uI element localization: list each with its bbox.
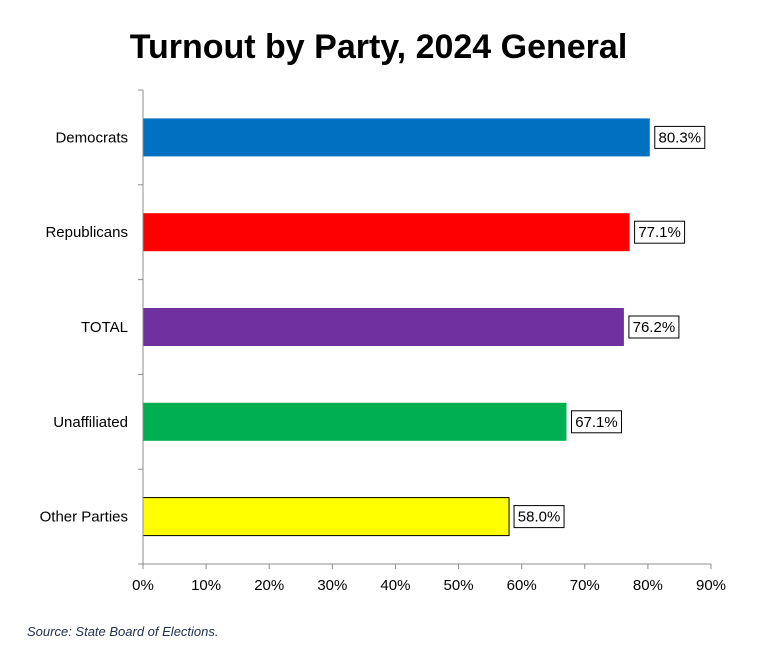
category-label: Republicans	[45, 224, 128, 241]
data-label: 76.2%	[633, 319, 676, 336]
bar-democrats	[143, 118, 650, 157]
x-tick-label: 80%	[633, 577, 663, 594]
data-label: 67.1%	[575, 414, 618, 431]
x-tick-label: 0%	[132, 577, 154, 594]
chart-title: Turnout by Party, 2024 General	[129, 28, 628, 66]
category-label: Unaffiliated	[53, 414, 128, 431]
data-label-box	[634, 220, 686, 244]
category-label: Democrats	[55, 129, 128, 146]
x-tick-label: 90%	[696, 577, 726, 594]
bar-chart: 0% 10% 20% 30% 40% 50% 60% 70% 80% 90% Democrats 8…	[40, 89, 726, 594]
bar-unaffiliated	[143, 402, 567, 441]
category-label: Other Parties	[40, 509, 128, 526]
data-label-box	[513, 505, 565, 529]
data-label-box	[570, 410, 622, 434]
x-tick-label: 70%	[570, 577, 600, 594]
x-tick-label: 30%	[317, 577, 347, 594]
x-tick-label: 50%	[444, 577, 474, 594]
axes-group: 0% 10% 20% 30% 40% 50% 60% 70% 80% 90%	[132, 89, 726, 594]
data-label-box	[654, 125, 706, 149]
data-label: 77.1%	[638, 224, 681, 241]
bars-group	[142, 118, 650, 537]
x-tick-label: 20%	[254, 577, 284, 594]
data-label: 58.0%	[518, 509, 561, 526]
category-label: TOTAL	[81, 319, 128, 336]
x-tick-label: 40%	[380, 577, 410, 594]
bar-republicans	[143, 213, 630, 252]
x-tick-label: 60%	[507, 577, 537, 594]
bar-total	[143, 308, 624, 346]
labels-group: Democrats 80.3% Republicans 77.1% TOTAL 76.2%…	[40, 125, 706, 529]
source-note: Source: State Board of Elections.	[27, 624, 219, 639]
data-label: 80.3%	[659, 129, 702, 146]
x-tick-label: 10%	[191, 577, 221, 594]
bar-other-parties	[142, 497, 510, 537]
data-label-box	[628, 315, 680, 339]
